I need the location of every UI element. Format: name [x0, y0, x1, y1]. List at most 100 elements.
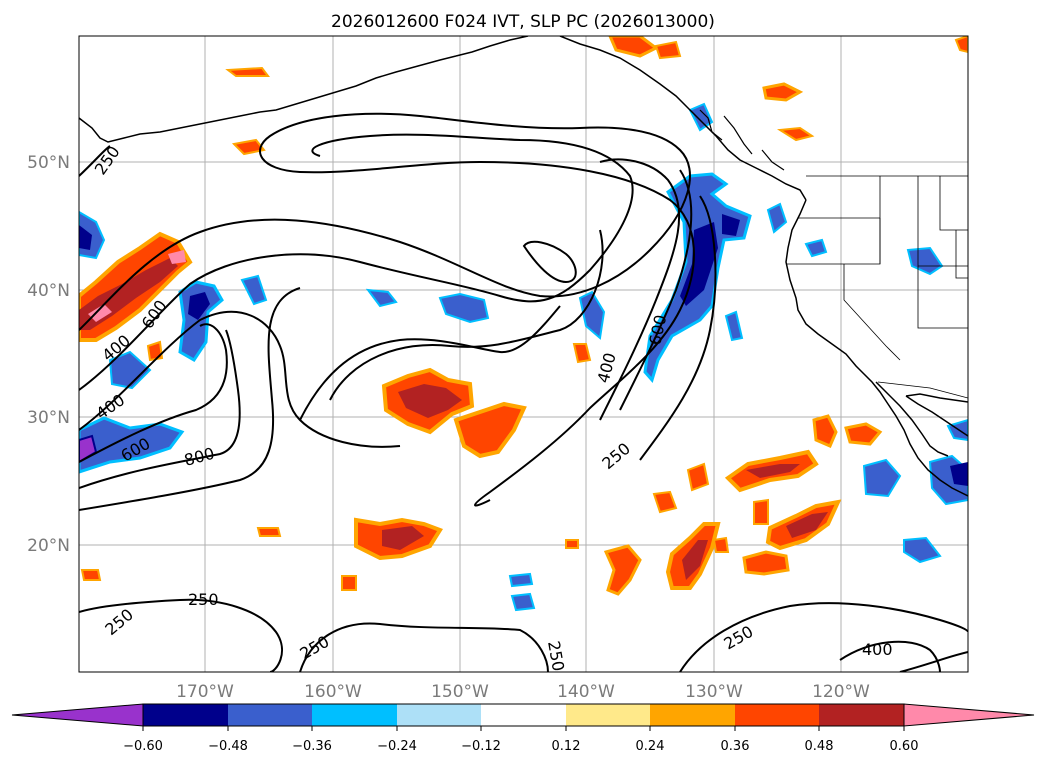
pos-patch-133w-s	[686, 462, 710, 492]
pos-patch-155w-south-core	[382, 526, 424, 550]
neg-patch-sw-2	[108, 350, 152, 390]
pos-patch-120w	[812, 414, 838, 448]
colorbar-tick-label: −0.60	[123, 739, 163, 754]
aleutian-coast	[79, 55, 457, 143]
neg-patch-155w	[365, 288, 398, 308]
neg-patch-mexico-core	[950, 462, 968, 486]
contour-west-coast-600	[619, 169, 693, 411]
slp-contours	[79, 112, 968, 672]
contour-inner-3	[79, 323, 228, 463]
colorbar-tick-label: −0.12	[461, 739, 501, 754]
baja-coast	[875, 381, 968, 457]
colorbar-tick-label: −0.24	[377, 739, 417, 754]
map-frame	[78, 35, 969, 673]
pos-patch-124w-s2	[742, 550, 790, 576]
lon-label-130w: 130°W	[685, 682, 743, 702]
contour-ring-mid	[329, 229, 604, 401]
colorbar-segment-7	[735, 704, 819, 726]
id-border	[879, 176, 919, 266]
contour-south-250-c	[679, 602, 968, 672]
map-title: 2026012600 F024 IVT, SLP PC (2026013000)	[331, 12, 715, 32]
colorbar-segment-1	[228, 704, 312, 726]
contour-center-loop	[522, 240, 577, 284]
pos-patch-dateline-peak	[88, 304, 112, 322]
colorbar-segment-2	[312, 704, 397, 726]
negative-ivt-patches	[79, 102, 968, 612]
contour-southeast	[899, 651, 968, 672]
contour-south-250	[79, 598, 283, 672]
pos-patch-east-coast	[954, 36, 968, 54]
neg-patch-145w-south-2	[508, 572, 534, 588]
pos-patch-129w-s	[712, 536, 730, 553]
colorbar-tick-label: 0.48	[805, 739, 834, 754]
colorbar-tick-label: 0.36	[721, 739, 750, 754]
latitude-labels: 50°N 40°N 30°N 20°N	[27, 153, 70, 556]
pos-patch-135w-gulf	[608, 36, 659, 58]
bc-islands	[699, 109, 785, 171]
colorbar-segment-5	[566, 704, 650, 726]
pos-patch-144w-s	[565, 539, 579, 549]
lat-label-30n: 30°N	[27, 408, 70, 428]
political-borders	[786, 175, 968, 399]
neg-patch-175w-core	[188, 292, 210, 320]
neg-patch-128w	[724, 310, 744, 342]
colorbar-tick-label: 0.60	[890, 739, 919, 754]
pos-patch-125w-core	[746, 464, 800, 478]
pos-patch-168w-north	[225, 66, 270, 77]
coastlines	[79, 36, 968, 497]
neg-patch-140w	[578, 290, 606, 340]
contour-label-250-s1: 250	[188, 590, 219, 609]
pos-patch-146w-s	[652, 490, 678, 514]
neg-patch-dateline-north-core	[79, 225, 92, 250]
neg-patch-115w	[903, 536, 942, 564]
colorbar-tick-label: −0.36	[292, 739, 332, 754]
neg-patch-mexico-1	[862, 458, 902, 498]
lon-label-170w: 170°W	[176, 682, 234, 702]
colorbar-extend-high	[903, 703, 1035, 727]
contour-250-ne	[79, 145, 111, 177]
colorbar-segment-3	[397, 704, 481, 726]
colorbar-segment-0	[143, 704, 228, 726]
lon-label-160w: 160°W	[304, 682, 362, 702]
colorbar-tick-label: 0.12	[552, 739, 581, 754]
pos-patch-178w	[80, 569, 102, 581]
pos-patch-dateline-s	[146, 340, 164, 362]
colorbar-ticks	[142, 726, 905, 731]
pos-patch-123w-north	[776, 126, 815, 142]
colorbar-tick-label: 0.24	[636, 739, 665, 754]
neg-patch-sw-jet	[79, 416, 185, 474]
colorbar-segment-6	[650, 704, 735, 726]
contour-inner-5	[79, 287, 301, 511]
contour-label-400-se: 400	[862, 640, 893, 659]
mexico-mainland	[905, 393, 968, 403]
neg-patch-145w-south	[510, 592, 536, 612]
lon-label-120w: 120°W	[812, 682, 870, 702]
lat-label-40n: 40°N	[27, 281, 70, 301]
pos-patch-132w-gulf	[654, 40, 682, 60]
lon-label-150w: 150°W	[431, 682, 489, 702]
mt-border	[939, 176, 968, 231]
nv-az-border	[917, 266, 968, 329]
neg-patch-bc	[688, 102, 714, 132]
pos-patch-124w-north	[762, 82, 804, 102]
longitude-labels: 170°W 160°W 150°W 140°W 130°W 120°W	[176, 682, 870, 702]
contour-lobe-mid	[299, 305, 561, 421]
contour-south-400	[839, 640, 941, 672]
neg-patch-west-coast-core-2	[722, 214, 740, 236]
contour-east-250	[639, 195, 717, 461]
neg-patch-122w	[766, 202, 788, 234]
ca-nv-border	[843, 264, 901, 361]
pos-patch-147w	[453, 401, 527, 459]
pos-patch-171w-north	[231, 138, 266, 156]
neg-patch-150w	[438, 292, 490, 324]
neg-patch-nevada	[804, 238, 828, 258]
lat-label-20n: 20°N	[27, 536, 70, 556]
pos-patch-152w-core	[398, 384, 462, 418]
co-border	[955, 230, 968, 279]
pos-patch-122w-south-core	[786, 512, 828, 538]
colorbar-tick-label: −0.48	[208, 739, 248, 754]
gridlines	[79, 36, 968, 672]
pos-patch-135w-south-core	[682, 540, 708, 580]
pos-patch-118w	[844, 422, 883, 446]
